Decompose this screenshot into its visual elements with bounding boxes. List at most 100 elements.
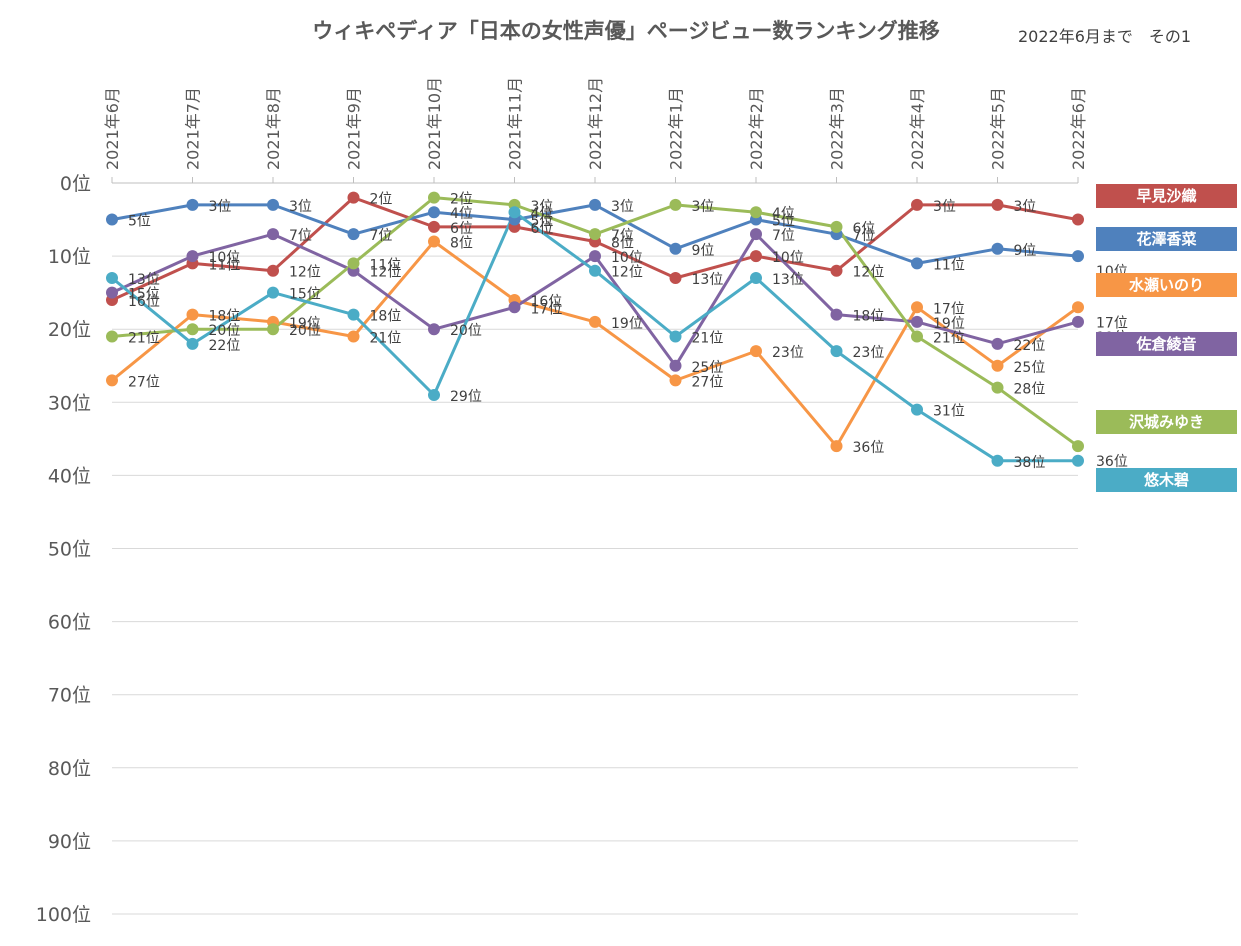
data-label: 36位 [1096, 454, 1128, 470]
data-label: 20位 [450, 323, 482, 339]
data-label: 3位 [531, 199, 554, 215]
gridlines [112, 182, 1078, 915]
data-point [1072, 213, 1084, 226]
data-point [347, 308, 360, 321]
data-point [186, 337, 199, 350]
data-label: 13位 [692, 272, 724, 288]
data-label: 25位 [692, 360, 724, 376]
data-label: 2位 [450, 192, 473, 208]
legend-item: 沢城みゆき [1096, 410, 1237, 434]
data-point [186, 198, 199, 211]
data-label: 10位 [772, 250, 804, 266]
data-label: 18位 [853, 309, 885, 325]
data-label: 9位 [1014, 243, 1037, 259]
chart-title: ウィキペディア「日本の女性声優」ページビュー数ランキング推移 [312, 19, 939, 43]
data-label: 5位 [772, 214, 795, 230]
data-point [428, 220, 440, 233]
legend-item: 悠木碧 [1096, 468, 1237, 492]
data-label: 31位 [933, 404, 965, 420]
data-point [267, 198, 279, 211]
y-tick-label: 50位 [48, 539, 91, 561]
data-point [428, 323, 440, 336]
data-point [347, 228, 360, 241]
data-point [911, 315, 923, 328]
data-point [267, 228, 279, 241]
data-point [347, 257, 360, 270]
data-label: 3位 [692, 199, 715, 215]
chart-subtitle: 2022年6月まで その1 [1018, 27, 1191, 46]
data-point [911, 257, 923, 270]
x-tick-label: 2022年1月 [667, 87, 686, 170]
data-label: 18位 [370, 309, 402, 325]
data-point [589, 315, 601, 328]
data-point [428, 206, 440, 219]
data-label: 6位 [853, 221, 876, 237]
data-point [106, 374, 118, 387]
data-point [750, 345, 762, 358]
data-point [830, 220, 843, 233]
y-tick-label: 30位 [48, 392, 91, 414]
data-point [106, 272, 118, 285]
data-label: 7位 [853, 228, 876, 244]
data-label: 10位 [209, 250, 241, 266]
x-tick-label: 2021年10月 [425, 77, 444, 170]
data-label: 12位 [289, 265, 321, 281]
data-label: 4位 [772, 206, 795, 222]
data-label: 7位 [772, 228, 795, 244]
data-point [911, 198, 923, 211]
data-label: 38位 [1014, 455, 1046, 471]
data-label: 20位 [209, 323, 241, 339]
x-tick-label: 2021年6月 [103, 87, 122, 170]
y-tick-label: 0位 [60, 173, 91, 195]
data-label: 12位 [611, 265, 643, 281]
data-label: 15位 [289, 287, 321, 303]
data-label: 10位 [611, 250, 643, 266]
data-label: 3位 [289, 199, 312, 215]
legend-item: 花澤香菜 [1096, 227, 1237, 251]
x-tick-label: 2022年3月 [828, 87, 847, 170]
data-label: 9位 [692, 243, 715, 259]
data-point [830, 264, 843, 277]
data-point [991, 454, 1004, 467]
data-label: 21位 [128, 331, 160, 347]
x-tick-label: 2022年5月 [989, 87, 1008, 170]
data-point [669, 330, 682, 343]
data-label: 8位 [450, 235, 473, 251]
data-point [508, 301, 521, 314]
data-label: 12位 [853, 265, 885, 281]
x-tick-label: 2021年7月 [184, 87, 203, 170]
data-point [267, 264, 279, 277]
data-point [186, 250, 199, 263]
data-label: 5位 [128, 214, 151, 230]
data-point [347, 330, 360, 343]
x-tick-label: 2022年2月 [747, 87, 766, 170]
data-point [750, 272, 762, 285]
data-point [1072, 301, 1084, 314]
data-label: 6位 [531, 221, 554, 237]
data-label: 19位 [933, 316, 965, 332]
data-label: 13位 [128, 272, 160, 288]
data-label: 3位 [611, 199, 634, 215]
data-point [106, 330, 118, 343]
y-tick-label: 60位 [48, 612, 91, 634]
data-point [186, 323, 199, 336]
data-label: 8位 [611, 235, 634, 251]
data-label: 5位 [531, 214, 554, 230]
data-label: 7位 [611, 228, 634, 244]
legend-item: 早見沙織 [1096, 184, 1237, 208]
data-point [669, 198, 682, 211]
data-label: 6位 [450, 221, 473, 237]
data-point [991, 381, 1004, 394]
data-point [991, 337, 1004, 350]
data-point [589, 228, 601, 241]
data-point [991, 359, 1004, 372]
data-label: 20位 [289, 323, 321, 339]
data-point [991, 242, 1004, 255]
data-label: 22位 [209, 338, 241, 354]
data-point [267, 286, 279, 299]
data-point [267, 323, 279, 336]
data-point [428, 191, 440, 204]
data-point [669, 242, 682, 255]
x-tick-label: 2021年9月 [345, 87, 364, 170]
data-point [911, 301, 923, 314]
